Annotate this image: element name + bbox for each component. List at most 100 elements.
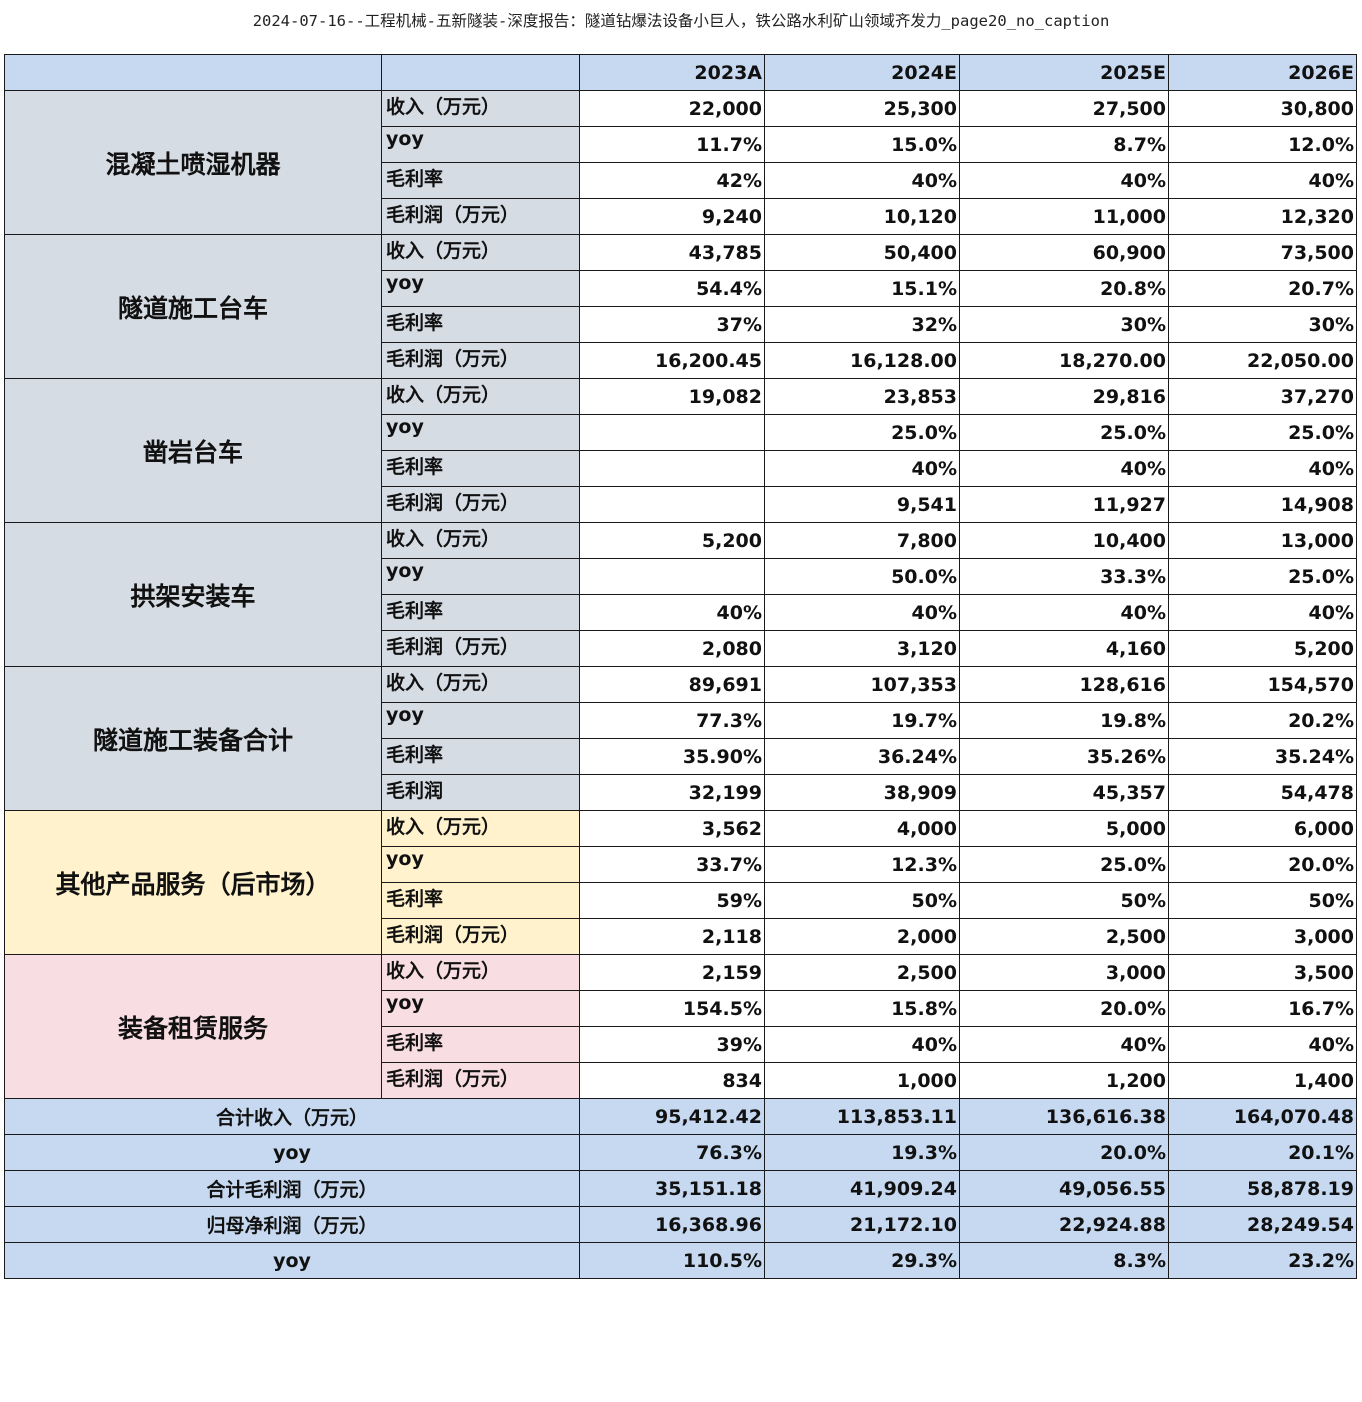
value-cell: 25.0% — [959, 414, 1169, 451]
summary-value-cell: 58,878.19 — [1168, 1170, 1357, 1207]
value-cell: 3,562 — [579, 810, 765, 847]
table-row: 毛利率 39% 40% 40% 40% — [5, 1026, 1357, 1063]
metric-label: yoy — [381, 126, 580, 163]
value-cell: 128,616 — [959, 666, 1169, 703]
table-row: yoy 50.0% 33.3% 25.0% — [5, 558, 1357, 595]
metric-label: 毛利率 — [381, 594, 580, 631]
value-cell: 36.24% — [764, 738, 960, 775]
table-row: 隧道施工装备合计 收入（万元） 89,691 107,353 128,616 154,57… — [4, 666, 1357, 811]
value-cell: 5,000 — [959, 810, 1169, 847]
value-cell: 22,050.00 — [1168, 342, 1357, 379]
value-cell: 15.0% — [764, 126, 960, 163]
table-row: 其他产品服务（后市场） 收入（万元） 3,562 4,000 5,000 6,000 — [4, 810, 1357, 955]
value-cell: 40% — [959, 594, 1169, 631]
segment-name: 混凝土喷湿机器 — [4, 90, 382, 235]
value-cell: 20.0% — [959, 990, 1169, 1027]
value-cell: 19,082 — [579, 378, 765, 415]
table-row: 毛利润（万元） 16,200.45 16,128.00 18,270.00 22,050… — [5, 342, 1357, 379]
value-cell: 73,500 — [1168, 234, 1357, 271]
metric-label: 收入（万元） — [381, 522, 580, 559]
value-cell: 32% — [764, 306, 960, 343]
value-cell: 4,160 — [959, 630, 1169, 667]
summary-value-cell: 20.0% — [959, 1134, 1169, 1171]
value-cell: 20.0% — [1168, 846, 1357, 883]
value-cell: 834 — [579, 1062, 765, 1099]
value-cell: 11.7% — [579, 126, 765, 163]
column-header: 2025E — [959, 54, 1169, 91]
table-row: yoy 11.7% 15.0% 8.7% 12.0% — [5, 126, 1357, 163]
value-cell: 40% — [959, 162, 1169, 199]
summary-value-cell: 136,616.38 — [959, 1098, 1169, 1135]
value-cell: 9,240 — [579, 198, 765, 235]
value-cell: 1,400 — [1168, 1062, 1357, 1099]
value-cell: 2,159 — [579, 954, 765, 991]
segment-name: 拱架安装车 — [4, 522, 382, 667]
value-cell: 40% — [764, 162, 960, 199]
metric-label: 毛利率 — [381, 306, 580, 343]
value-cell: 2,000 — [764, 918, 960, 955]
column-header: 2026E — [1168, 54, 1357, 91]
value-cell: 40% — [764, 1026, 960, 1063]
value-cell: 7,800 — [764, 522, 960, 559]
summary-value-cell: 76.3% — [579, 1134, 765, 1171]
value-cell: 35.24% — [1168, 738, 1357, 775]
value-cell: 20.2% — [1168, 702, 1357, 739]
table-row: 毛利润（万元） 9,541 11,927 14,908 — [5, 486, 1357, 523]
metric-label: 毛利率 — [381, 882, 580, 919]
table-row: 毛利率 42% 40% 40% 40% — [5, 162, 1357, 199]
metric-label: 毛利润（万元） — [381, 918, 580, 955]
value-cell: 50% — [959, 882, 1169, 919]
value-cell: 54.4% — [579, 270, 765, 307]
value-cell: 33.3% — [959, 558, 1169, 595]
header-empty-cell — [381, 54, 580, 91]
table-row: yoy 33.7% 12.3% 25.0% 20.0% — [5, 846, 1357, 883]
metric-label: yoy — [381, 414, 580, 451]
value-cell: 30% — [1168, 306, 1357, 343]
financial-forecast-table: 2023A 2024E 2025E 2026E 混凝土喷湿机器 收入（万元） 22,000 2… — [4, 54, 1357, 1279]
table-row: 毛利率 40% 40% 40% — [5, 450, 1357, 487]
summary-row: yoy 110.5% 29.3% 8.3% 23.2% — [4, 1242, 1357, 1279]
summary-value-cell: 19.3% — [764, 1134, 960, 1171]
metric-label: 毛利率 — [381, 1026, 580, 1063]
summary-row: 归母净利润（万元） 16,368.96 21,172.10 22,924.88 28,2… — [4, 1206, 1357, 1243]
value-cell: 35.90% — [579, 738, 765, 775]
value-cell: 40% — [579, 594, 765, 631]
value-cell: 40% — [1168, 594, 1357, 631]
table-row: 毛利率 35.90% 36.24% 35.26% 35.24% — [5, 738, 1357, 775]
value-cell: 25.0% — [1168, 414, 1357, 451]
value-cell: 2,118 — [579, 918, 765, 955]
value-cell: 6,000 — [1168, 810, 1357, 847]
value-cell: 77.3% — [579, 702, 765, 739]
table-row: 毛利润（万元） 9,240 10,120 11,000 12,320 — [5, 198, 1357, 235]
value-cell: 40% — [1168, 450, 1357, 487]
table-row: 隧道施工台车 收入（万元） 43,785 50,400 60,900 73,500 — [4, 234, 1357, 379]
metric-label: 毛利润（万元） — [381, 342, 580, 379]
value-cell — [579, 486, 765, 523]
value-cell: 45,357 — [959, 774, 1169, 811]
summary-label: yoy — [4, 1242, 580, 1279]
metric-label: 毛利润 — [381, 774, 580, 811]
value-cell: 12.0% — [1168, 126, 1357, 163]
table-row: 拱架安装车 收入（万元） 5,200 7,800 10,400 13,000 — [4, 522, 1357, 667]
summary-label: yoy — [4, 1134, 580, 1171]
summary-label: 合计收入（万元） — [4, 1098, 580, 1135]
value-cell: 43,785 — [579, 234, 765, 271]
table-row: 毛利润（万元） 2,118 2,000 2,500 3,000 — [5, 918, 1357, 955]
header-empty-cell — [4, 54, 382, 91]
value-cell: 11,927 — [959, 486, 1169, 523]
metric-label: 毛利率 — [381, 162, 580, 199]
value-cell: 14,908 — [1168, 486, 1357, 523]
segment-name: 其他产品服务（后市场） — [4, 810, 382, 955]
metric-label: 收入（万元） — [381, 378, 580, 415]
value-cell: 40% — [959, 450, 1169, 487]
summary-value-cell: 29.3% — [764, 1242, 960, 1279]
value-cell: 40% — [959, 1026, 1169, 1063]
value-cell: 18,270.00 — [959, 342, 1169, 379]
value-cell: 27,500 — [959, 90, 1169, 127]
value-cell: 5,200 — [579, 522, 765, 559]
value-cell: 60,900 — [959, 234, 1169, 271]
value-cell: 15.8% — [764, 990, 960, 1027]
value-cell: 23,853 — [764, 378, 960, 415]
value-cell: 2,080 — [579, 630, 765, 667]
summary-value-cell: 95,412.42 — [579, 1098, 765, 1135]
